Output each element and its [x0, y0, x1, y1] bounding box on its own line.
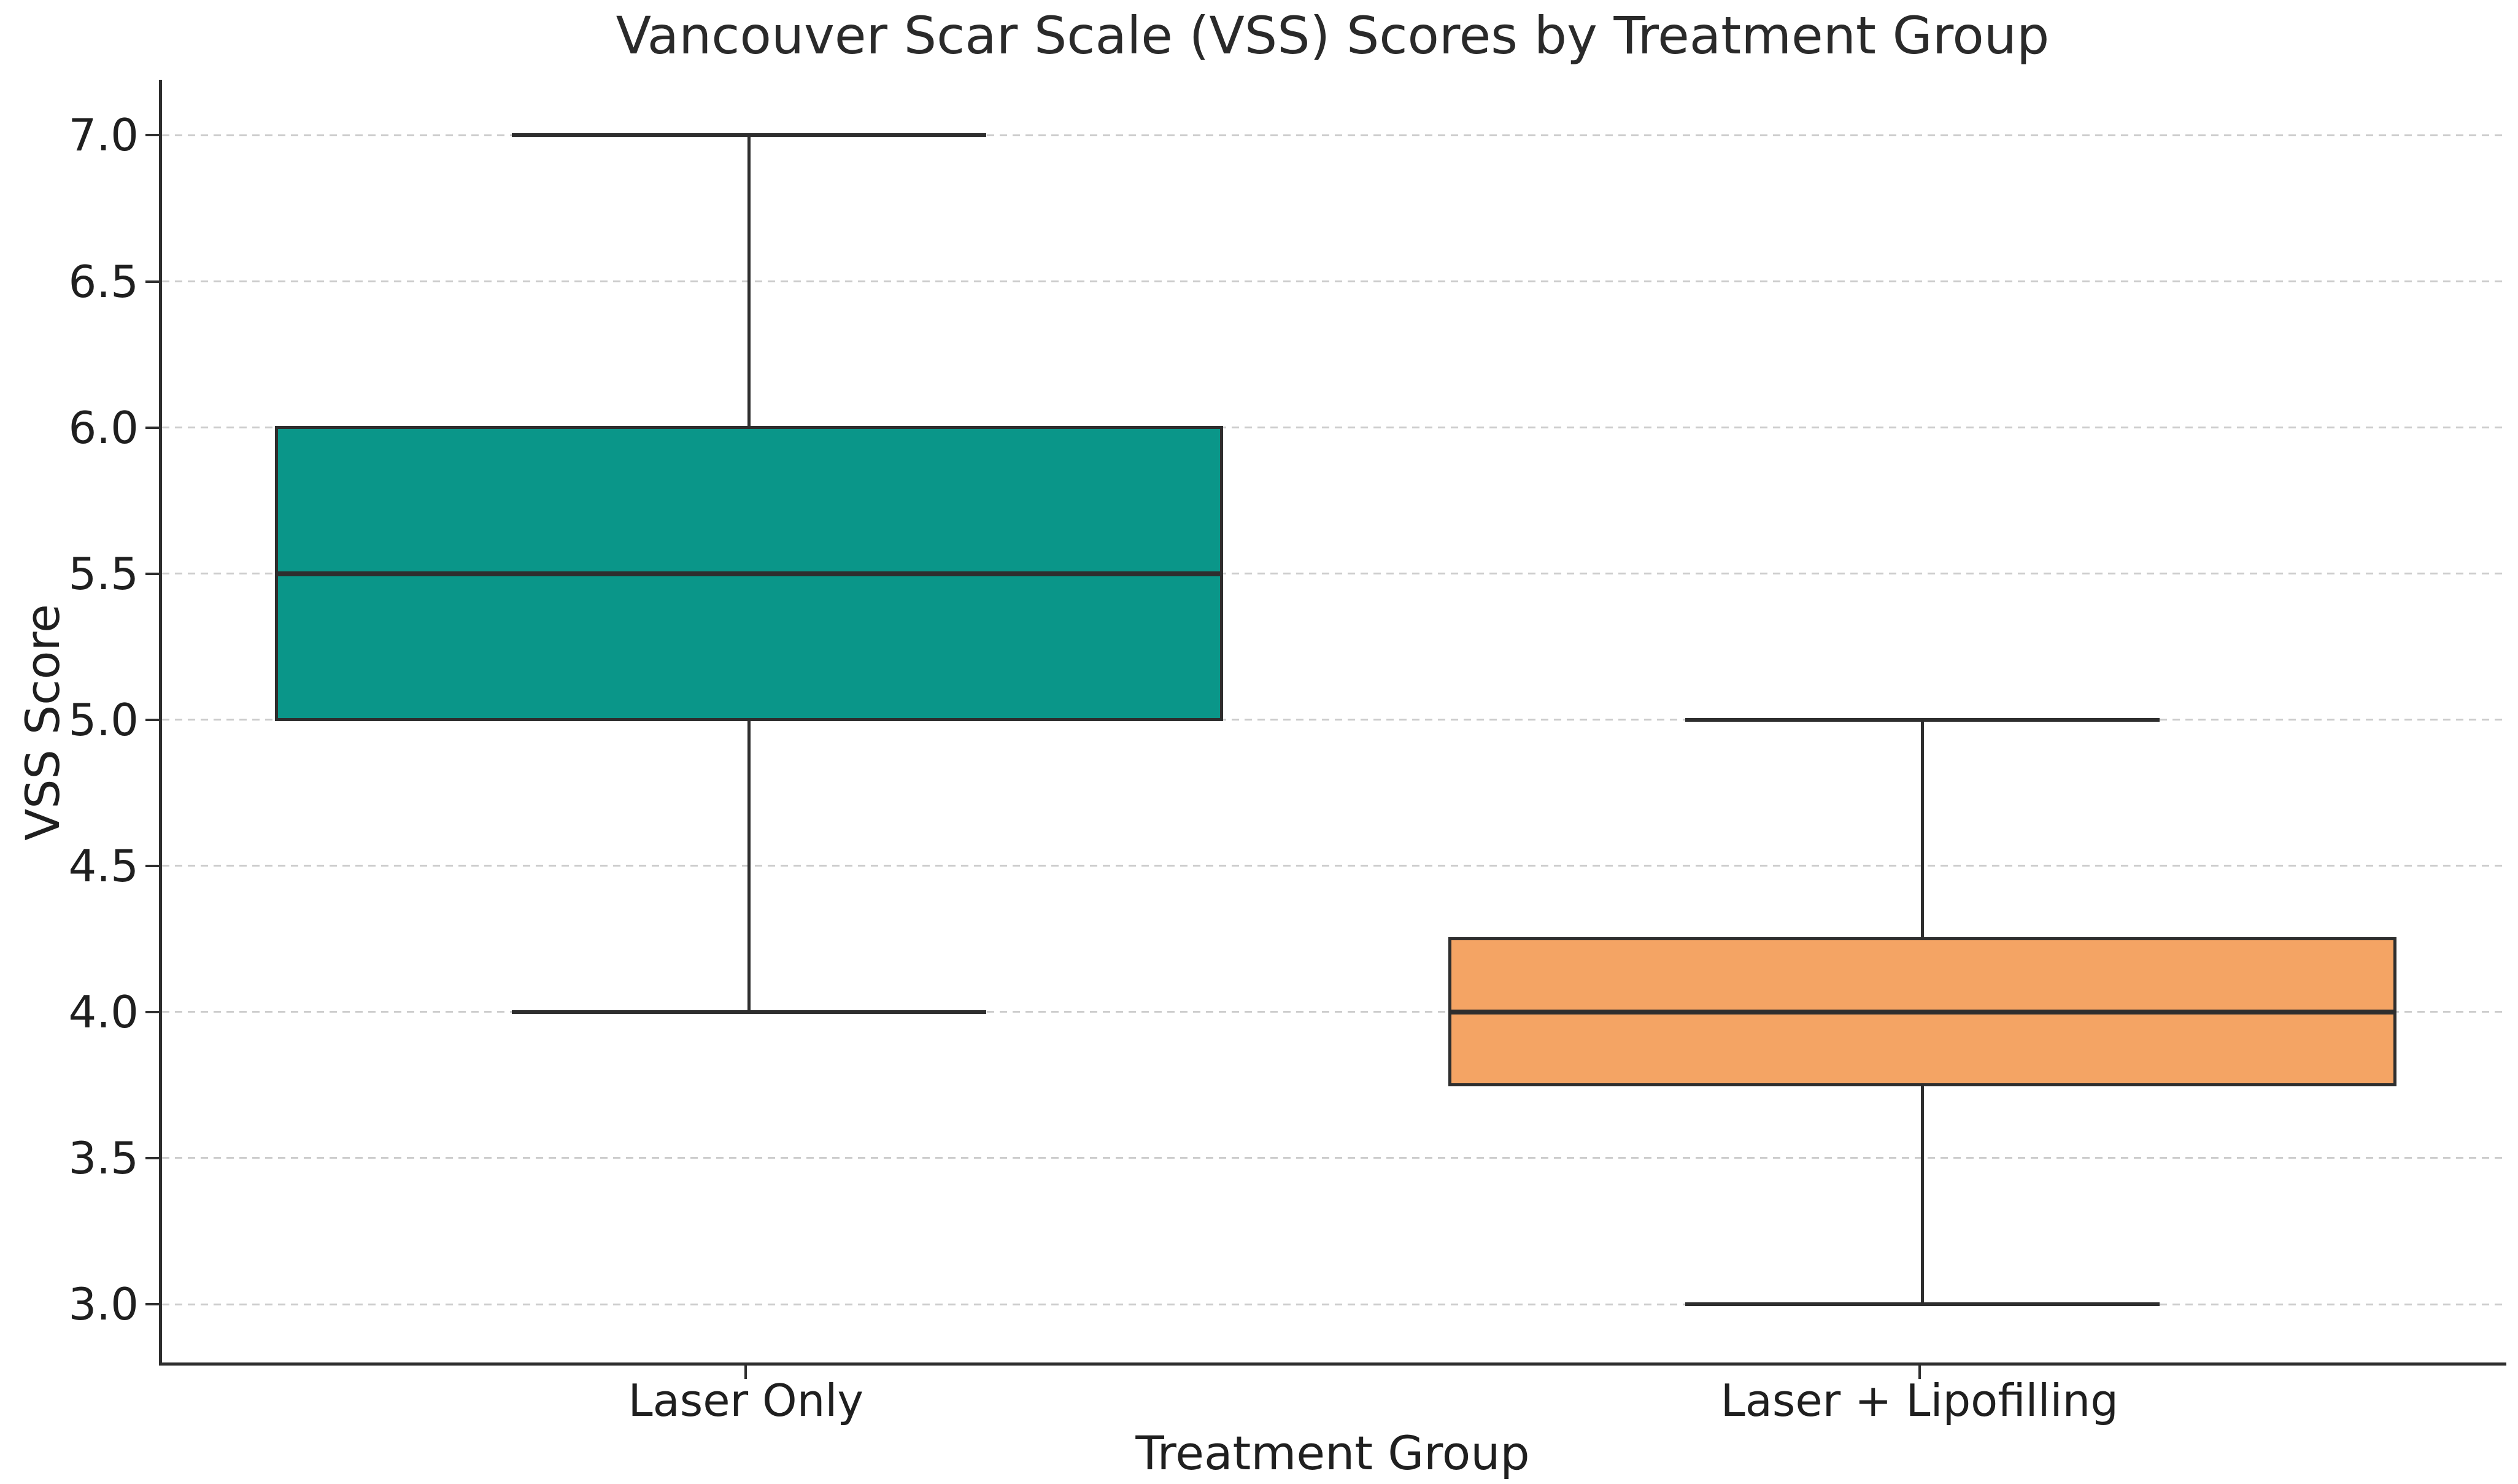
y-gridline: [162, 1157, 2506, 1159]
y-gridline: [162, 427, 2506, 429]
x-tick-mark: [744, 1366, 747, 1379]
y-tick-mark: [145, 718, 159, 721]
whisker-upper-line: [1921, 719, 1925, 939]
y-gridline: [162, 1011, 2506, 1013]
x-tick-label: Laser Only: [628, 1375, 863, 1426]
whisker-cap-high: [1685, 717, 2160, 722]
whisker-lower-line: [1921, 1084, 1925, 1304]
y-tick-mark: [145, 864, 159, 867]
y-tick-label: 6.0: [68, 401, 139, 454]
y-tick-label: 5.0: [68, 694, 139, 746]
whisker-cap-low: [511, 1010, 986, 1014]
y-tick-label: 3.0: [68, 1278, 139, 1330]
x-tick-mark: [1918, 1366, 1921, 1379]
y-tick-mark: [145, 1010, 159, 1013]
plot-area: [159, 80, 2506, 1366]
y-tick-label: 4.0: [68, 986, 139, 1038]
chart-title: Vancouver Scar Scale (VSS) Scores by Tre…: [616, 6, 2050, 66]
y-gridline: [162, 865, 2506, 867]
y-tick-label: 6.5: [68, 255, 139, 307]
whisker-lower-line: [747, 719, 751, 1012]
y-tick-mark: [145, 134, 159, 137]
y-tick-label: 7.0: [68, 109, 139, 161]
y-gridline: [162, 280, 2506, 283]
median-line: [277, 571, 1220, 576]
y-tick-label: 3.5: [68, 1132, 139, 1184]
y-tick-mark: [145, 572, 159, 575]
y-tick-mark: [145, 426, 159, 429]
median-line: [1451, 1009, 2394, 1014]
whisker-upper-line: [747, 135, 751, 428]
y-tick-mark: [145, 280, 159, 283]
y-tick-label: 5.5: [68, 547, 139, 600]
y-gridline: [162, 573, 2506, 575]
y-gridline: [162, 719, 2506, 721]
whisker-cap-high: [511, 133, 986, 137]
y-tick-mark: [145, 1156, 159, 1159]
y-tick-label: 4.5: [68, 840, 139, 892]
whisker-cap-low: [1685, 1302, 2160, 1306]
y-gridline: [162, 134, 2506, 136]
x-axis-title: Treatment Group: [1135, 1426, 1530, 1480]
x-tick-label: Laser + Lipofilling: [1720, 1375, 2118, 1426]
y-tick-mark: [145, 1303, 159, 1305]
y-gridline: [162, 1303, 2506, 1305]
